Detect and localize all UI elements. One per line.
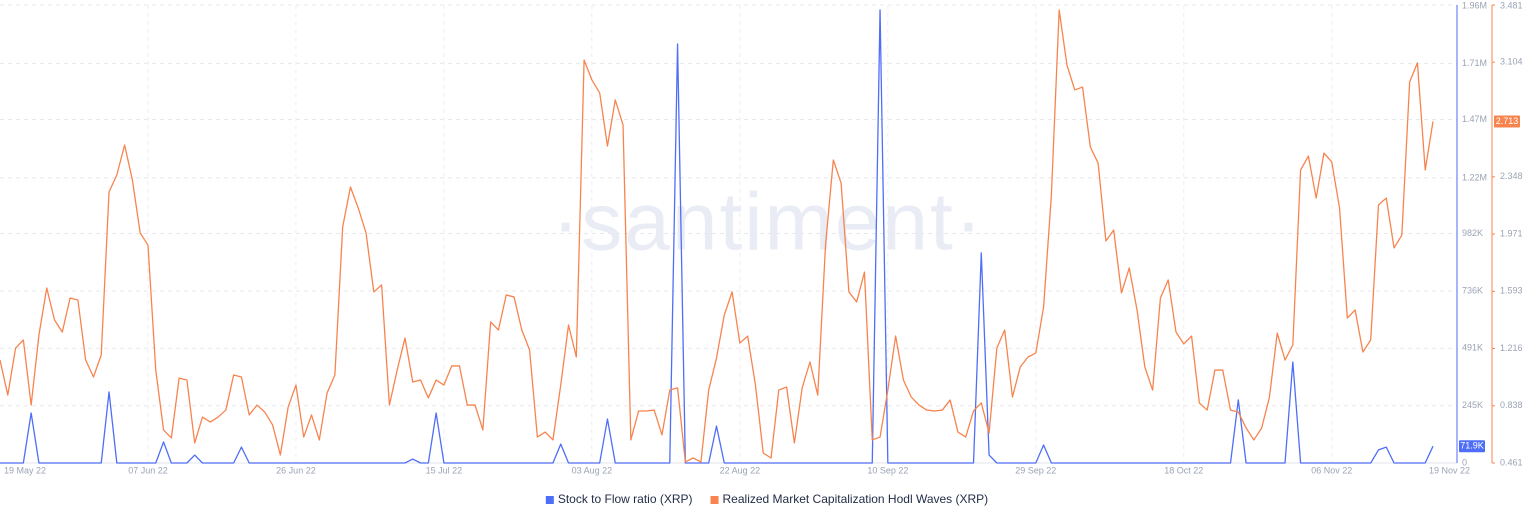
x-tick-label: 19 Nov 22 <box>1429 465 1470 475</box>
y2-tick-label: 0.838 <box>1500 400 1523 410</box>
legend-swatch <box>710 496 719 504</box>
y2-tick-label: 3.481 <box>1500 0 1523 10</box>
last-value-label: 2.713 <box>1496 116 1519 126</box>
y2-tick-label: 3.104 <box>1500 57 1523 67</box>
legend-label: Stock to Flow ratio (XRP) <box>558 492 693 506</box>
y2-tick-label: 0.461 <box>1500 457 1523 467</box>
x-tick-label: 06 Nov 22 <box>1311 465 1352 475</box>
y-tick-label: 0 <box>1462 457 1467 467</box>
x-tick-label: 19 May 22 <box>4 465 46 475</box>
x-tick-label: 26 Jun 22 <box>276 465 316 475</box>
y-tick-label: 491K <box>1462 343 1483 353</box>
series-line <box>0 9 1434 464</box>
y-tick-label: 245K <box>1462 400 1483 410</box>
last-value-label: 71.9K <box>1460 441 1484 451</box>
x-tick-label: 22 Aug 22 <box>720 465 761 475</box>
y-tick-label: 1.47M <box>1462 114 1487 124</box>
y2-tick-label: 1.216 <box>1500 343 1523 353</box>
x-tick-label: 03 Aug 22 <box>572 465 613 475</box>
y2-tick-label: 1.593 <box>1500 286 1523 296</box>
legend-swatch <box>545 496 554 504</box>
legend-label: Realized Market Capitalization Hodl Wave… <box>723 492 989 506</box>
y-tick-label: 1.96M <box>1462 0 1487 10</box>
watermark: ·santiment· <box>552 177 984 268</box>
y-tick-label: 982K <box>1462 228 1483 238</box>
y-tick-label: 1.22M <box>1462 172 1487 182</box>
x-tick-label: 29 Sep 22 <box>1015 465 1056 475</box>
x-tick-label: 07 Jun 22 <box>128 465 168 475</box>
y-tick-label: 736K <box>1462 285 1483 295</box>
last-value-badge <box>1494 115 1520 128</box>
y2-tick-label: 1.971 <box>1500 228 1523 238</box>
x-tick-label: 18 Oct 22 <box>1164 465 1203 475</box>
last-value-badge <box>1459 440 1485 453</box>
y2-tick-label: 2.348 <box>1500 171 1523 181</box>
x-tick-label: 15 Jul 22 <box>426 465 463 475</box>
y-tick-label: 1.71M <box>1462 58 1487 68</box>
series-line <box>0 9 1434 463</box>
x-tick-label: 10 Sep 22 <box>867 465 908 475</box>
